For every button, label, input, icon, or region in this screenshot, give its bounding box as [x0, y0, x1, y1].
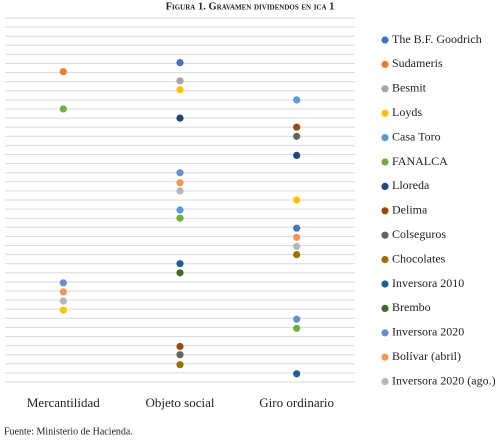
dot [293, 224, 301, 232]
legend-marker [381, 378, 389, 386]
dot [176, 361, 184, 369]
legend-marker [381, 134, 389, 142]
legend-marker [381, 304, 389, 312]
dot [176, 342, 184, 351]
legend-label: Lloreda [392, 178, 430, 192]
legend-label: FANALCA [392, 154, 448, 168]
dot [59, 68, 67, 76]
legend-marker [381, 207, 389, 215]
legend-marker [381, 109, 389, 117]
x-tick-label: Mercantilidad [27, 395, 100, 410]
dot [293, 324, 301, 332]
dot [176, 77, 184, 85]
dot [293, 251, 301, 259]
dot [293, 132, 301, 140]
legend-label: Chocolates [392, 251, 446, 265]
legend-marker [381, 85, 389, 93]
legend-label: The B.F. Goodrich [392, 32, 482, 46]
x-tick-label: Giro ordinario [259, 395, 334, 410]
dot [176, 187, 184, 195]
dot [176, 169, 184, 177]
legend-marker [381, 353, 389, 361]
legend-label: Inversora 2020 (ago.) [392, 373, 496, 387]
legend-marker [381, 158, 389, 166]
dot [176, 206, 184, 214]
source-note: Fuente: Ministerio de Hacienda. [4, 426, 133, 437]
dot [176, 351, 184, 359]
dot [293, 370, 301, 378]
chart-title: Figura 1. Gravamen dividendos en ica 1 [166, 1, 335, 12]
legend-label: Inversora 2020 [392, 325, 464, 339]
legend-marker [381, 256, 389, 264]
legend-label: Colseguros [392, 227, 446, 241]
dot [176, 214, 184, 222]
legend-label: Casa Toro [392, 129, 441, 143]
legend-label: Inversora 2010 [392, 276, 464, 290]
legend-marker [381, 329, 389, 337]
dot [176, 58, 184, 67]
dot [293, 196, 301, 204]
dot [59, 297, 67, 305]
dot [176, 86, 184, 94]
dot [293, 96, 301, 104]
dot [59, 279, 67, 287]
legend-marker [381, 36, 389, 44]
dot [293, 123, 301, 131]
legend-marker [381, 60, 389, 68]
dot [176, 260, 184, 268]
legend-label: Bolívar (abril) [392, 349, 461, 363]
legend-label: Delima [392, 203, 428, 217]
legend-marker [381, 280, 389, 288]
dot [293, 242, 301, 251]
legend-marker [381, 231, 389, 239]
dot [293, 151, 301, 160]
legend-label: Sudameris [392, 56, 443, 70]
dot [176, 114, 184, 122]
dot [59, 105, 67, 113]
legend-label: Besmit [392, 81, 427, 95]
legend-label: Brembo [392, 300, 431, 314]
legend-label: Loyds [392, 105, 422, 119]
dot [293, 233, 301, 241]
dot [293, 315, 301, 323]
dot [176, 179, 184, 187]
x-tick-label: Objeto social [146, 395, 215, 410]
dot [59, 306, 67, 314]
dot [59, 288, 67, 296]
legend-marker [381, 182, 389, 190]
dot [176, 269, 184, 277]
